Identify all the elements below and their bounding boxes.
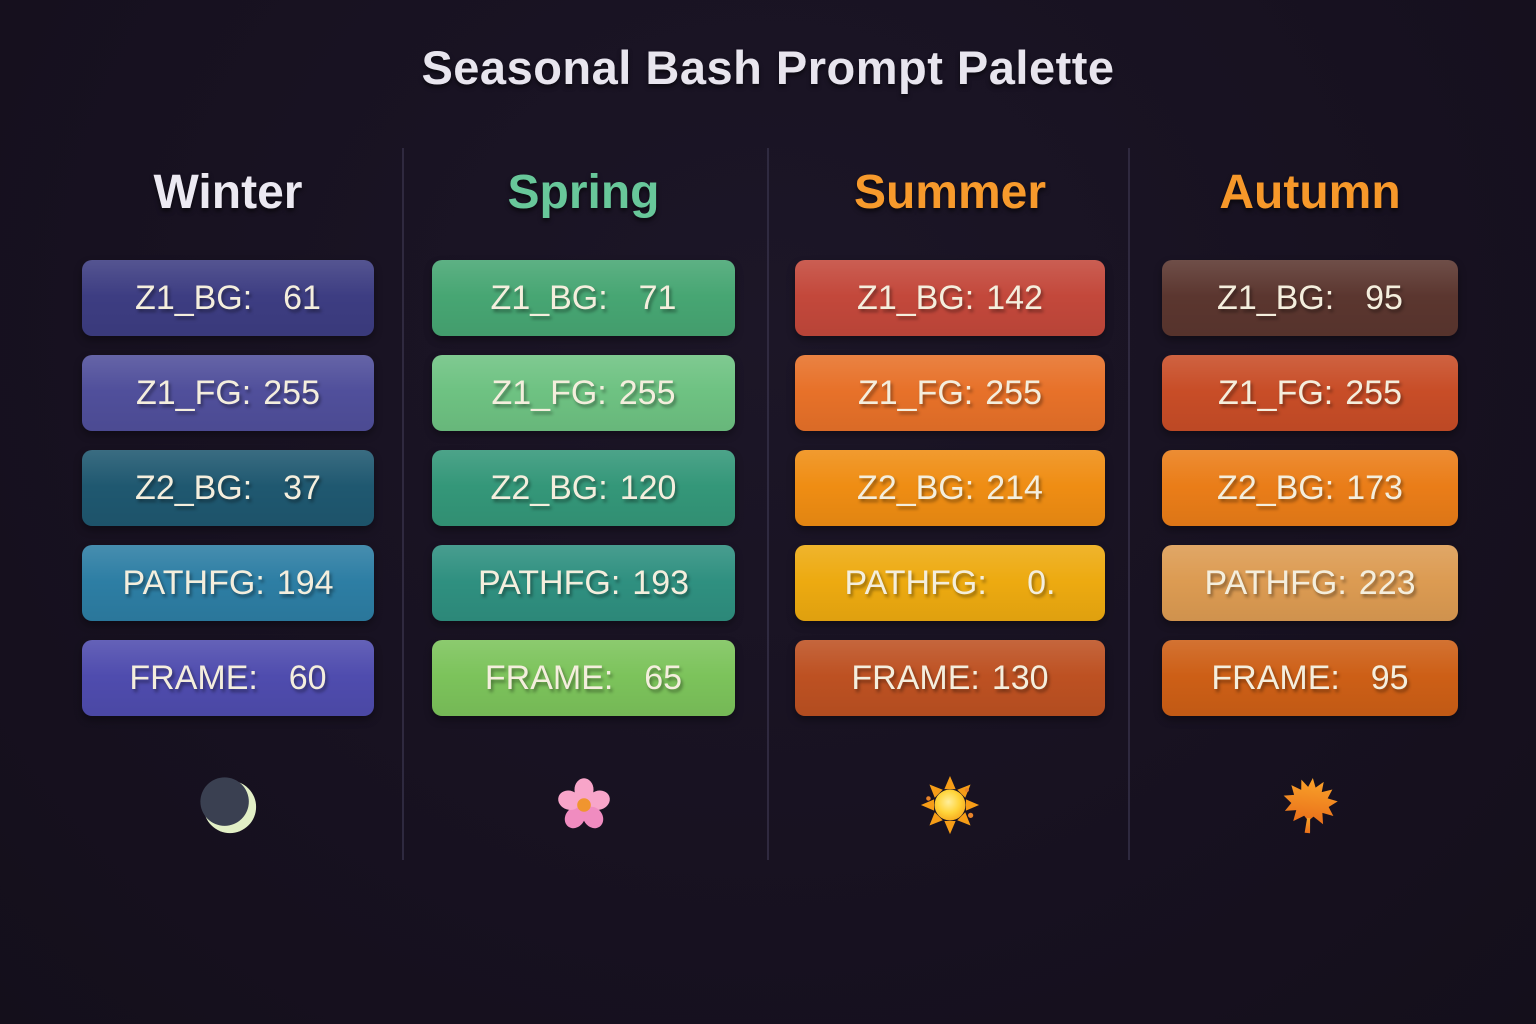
chip-summer-z1fg: Z1_FG: 255	[795, 355, 1105, 431]
chip-value: 255	[985, 373, 1042, 412]
chip-winter-z1fg: Z1_FG: 255	[82, 355, 374, 431]
chip-label: Z1_BG:	[1217, 278, 1335, 317]
chip-label: PATHFG:	[844, 563, 987, 602]
chip-spring-z1fg: Z1_FG: 255	[432, 355, 735, 431]
chip-value: 214	[986, 468, 1043, 507]
season-header-autumn: Autumn	[1219, 166, 1401, 219]
cherry-blossom-icon	[432, 773, 735, 837]
chip-autumn-pathfg: PATHFG: 223	[1162, 545, 1458, 621]
chip-winter-z1bg: Z1_BG: 61	[82, 260, 374, 336]
chip-value: 60	[288, 658, 327, 697]
chip-autumn-z1fg: Z1_FG: 255	[1162, 355, 1458, 431]
chip-value: 37	[283, 468, 321, 507]
column-summer: Summer Z1_BG: 142 Z1_FG: 255 Z2_BG: 214 …	[795, 165, 1105, 837]
chip-value: 255	[1345, 373, 1402, 412]
chip-value: 255	[618, 373, 676, 412]
chip-label: FRAME:	[129, 658, 258, 697]
chip-label: FRAME:	[851, 658, 980, 697]
chip-spring-frame: FRAME: 65	[432, 640, 735, 716]
chip-label: PATHFG:	[122, 563, 265, 602]
chip-value: 71	[638, 278, 677, 317]
chip-value: 173	[1346, 468, 1403, 507]
chip-summer-pathfg: PATHFG: 0.	[795, 545, 1105, 621]
column-winter: Winter Z1_BG: 61 Z1_FG: 255 Z2_BG: 37 PA…	[82, 165, 374, 837]
season-header-summer: Summer	[853, 166, 1047, 219]
chip-value: 255	[263, 373, 320, 412]
chip-label: PATHFG:	[1204, 563, 1347, 602]
chip-label: Z1_BG:	[857, 278, 975, 317]
chip-value: 193	[632, 563, 690, 602]
chip-label: Z1_FG:	[136, 373, 252, 412]
chip-summer-z1bg: Z1_BG: 142	[795, 260, 1105, 336]
chip-label: FRAME:	[1211, 658, 1340, 697]
chip-value: 0.	[1027, 563, 1056, 602]
chip-autumn-z1bg: Z1_BG: 95	[1162, 260, 1458, 336]
column-divider	[402, 148, 404, 860]
season-header-winter: Winter	[153, 166, 303, 219]
chip-label: Z1_BG:	[490, 278, 608, 317]
chip-value: 142	[986, 278, 1043, 317]
chip-value: 61	[283, 278, 321, 317]
chip-winter-frame: FRAME: 60	[82, 640, 374, 716]
chip-label: Z2_BG:	[857, 468, 975, 507]
chip-label: Z2_BG:	[135, 468, 253, 507]
column-divider	[1128, 148, 1130, 860]
chip-spring-z2bg: Z2_BG: 120	[432, 450, 735, 526]
page-title: Seasonal Bash Prompt Palette	[421, 41, 1115, 94]
chip-winter-z2bg: Z2_BG: 37	[82, 450, 374, 526]
chip-value: 120	[619, 468, 677, 507]
chip-autumn-frame: FRAME: 95	[1162, 640, 1458, 716]
chip-label: Z1_FG:	[858, 373, 974, 412]
chip-label: Z1_FG:	[491, 373, 607, 412]
column-autumn: Autumn Z1_BG: 95 Z1_FG: 255 Z2_BG: 173 P…	[1162, 165, 1458, 837]
chip-label: Z1_BG:	[135, 278, 253, 317]
chip-label: PATHFG:	[477, 563, 621, 602]
chip-value: 95	[1365, 278, 1403, 317]
chip-label: Z2_BG:	[490, 468, 608, 507]
column-spring: Spring Z1_BG: 71 Z1_FG: 255 Z2_BG: 120 P…	[432, 165, 735, 837]
chip-value: 194	[276, 563, 334, 602]
chip-spring-pathfg: PATHFG: 193	[432, 545, 735, 621]
column-divider	[767, 148, 769, 860]
sun-icon	[795, 773, 1105, 837]
chip-value: 223	[1358, 563, 1416, 602]
chip-spring-z1bg: Z1_BG: 71	[432, 260, 735, 336]
chip-label: Z1_FG:	[1218, 373, 1334, 412]
chip-value: 65	[644, 658, 683, 697]
chip-label: FRAME:	[484, 658, 614, 697]
maple-leaf-icon	[1162, 773, 1458, 837]
chip-value: 95	[1370, 658, 1409, 697]
chip-value: 130	[991, 658, 1049, 697]
chip-summer-z2bg: Z2_BG: 214	[795, 450, 1105, 526]
chip-autumn-z2bg: Z2_BG: 173	[1162, 450, 1458, 526]
season-header-spring: Spring	[507, 166, 660, 219]
chip-label: Z2_BG:	[1217, 468, 1335, 507]
chip-winter-pathfg: PATHFG: 194	[82, 545, 374, 621]
crescent-moon-icon	[82, 773, 374, 837]
chip-summer-frame: FRAME: 130	[795, 640, 1105, 716]
